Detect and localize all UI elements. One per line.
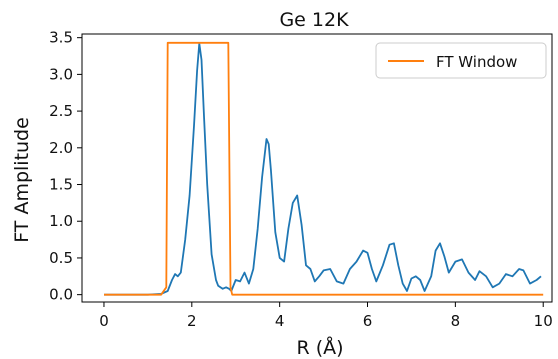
x-tick-label: 2: [187, 312, 197, 330]
legend: FT Window: [375, 42, 547, 79]
legend-box: [375, 42, 547, 79]
x-axis-label: R (Å): [296, 336, 343, 359]
x-tick-label: 10: [534, 312, 553, 330]
axes-frame: [81, 33, 553, 303]
x-tick-label: 0: [99, 312, 109, 330]
y-axis-label: FT Amplitude: [11, 117, 33, 243]
plot-area: [104, 41, 544, 296]
series-line-ft-window: [104, 41, 544, 296]
y-tick-label: 2.0: [49, 139, 73, 157]
y-tick-label: 1.5: [49, 176, 73, 194]
y-tick-label: 1.0: [49, 212, 73, 230]
y-axis: 0.0 0.5 1.0 1.5 2.0 2.5 3.0 3.5: [49, 29, 82, 304]
legend-label-ft-window: FT Window: [436, 53, 517, 71]
y-tick-label: 0.5: [49, 249, 73, 267]
y-tick-label: 3.5: [49, 29, 73, 47]
chart-title: Ge 12K: [279, 9, 349, 31]
x-tick-label: 6: [363, 312, 373, 330]
x-axis: 0 2 4 6 8 10: [99, 302, 553, 330]
x-tick-label: 4: [275, 312, 285, 330]
y-tick-label: 0.0: [49, 286, 73, 304]
series-line-1: [104, 42, 542, 296]
y-tick-label: 2.5: [49, 102, 73, 120]
x-tick-label: 8: [451, 312, 461, 330]
y-tick-label: 3.0: [49, 65, 73, 83]
